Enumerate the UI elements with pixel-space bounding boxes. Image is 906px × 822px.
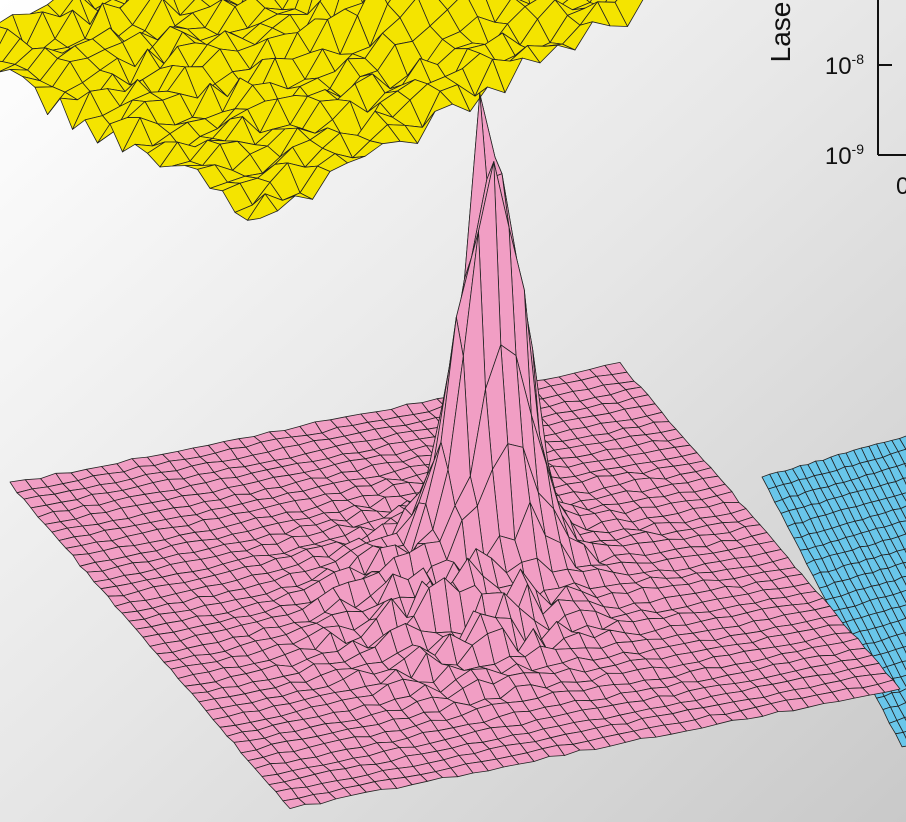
yellow-surface	[0, 0, 644, 221]
pink-surface	[9, 93, 901, 809]
mesh-cell	[282, 797, 306, 809]
mesh-cell	[0, 60, 16, 72]
mesh-cell	[895, 732, 906, 748]
blue-surface	[761, 435, 906, 748]
axis-label: Lase	[765, 2, 796, 63]
y-tick-label: 10-9	[825, 141, 864, 170]
y-tick-label: 10-8	[825, 51, 864, 80]
inset-axes: Lase 10-8 10-9 0	[765, 0, 906, 200]
x-tick-label: 0	[896, 173, 906, 200]
mesh-cell	[247, 193, 278, 221]
